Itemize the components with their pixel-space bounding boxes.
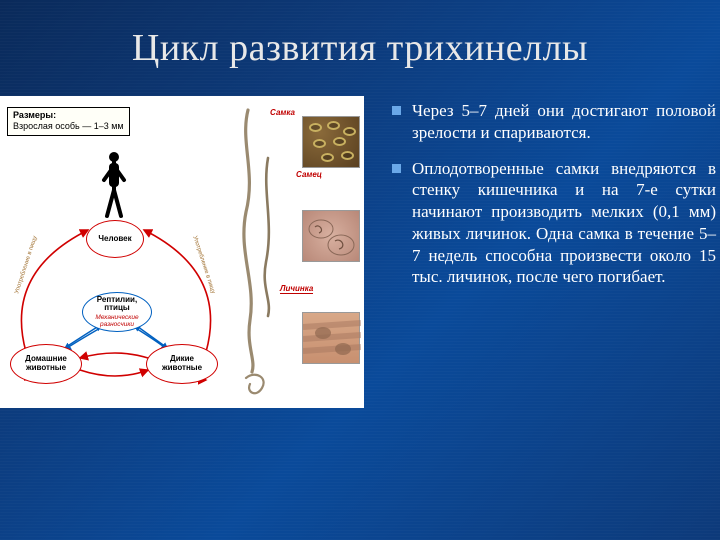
node-reptiles: Рептилии, птицы Механические разносчики (82, 292, 152, 332)
size-value: Взрослая особь — 1–3 мм (13, 121, 124, 132)
human-silhouette-icon (100, 150, 128, 220)
page-title: Цикл развития трихинеллы (0, 26, 720, 70)
bullet-2: Оплодотворенные самки внедряются в стенк… (392, 158, 716, 289)
label-larva: Личинка (280, 284, 313, 294)
cycle-graph: Употребление в пищу Употребление в пищу … (6, 152, 222, 398)
node-human-label: Человек (98, 235, 131, 244)
worms-illustration (228, 102, 290, 402)
node-domestic: Домашние животные (10, 344, 82, 384)
size-box: Размеры: Взрослая особь — 1–3 мм (7, 107, 130, 136)
node-wild-label: Дикие животные (162, 355, 202, 373)
text-column: Через 5–7 дней они достигают половой зре… (392, 100, 716, 302)
node-human: Человек (86, 220, 144, 258)
thumb-larvae-coils (302, 116, 360, 168)
thumb-tissue-cysts (302, 210, 360, 262)
arc-label-left: Употребление в пищу (14, 235, 38, 294)
lifecycle-diagram: Размеры: Взрослая особь — 1–3 мм (0, 96, 364, 408)
label-female: Самка (270, 108, 295, 117)
thumb-muscle-larvae (302, 312, 360, 364)
size-header: Размеры: (13, 110, 124, 121)
node-domestic-label: Домашние животные (25, 355, 67, 373)
specimen-column: Самка Самец Личинка (228, 102, 360, 404)
bullet-1: Через 5–7 дней они достигают половой зре… (392, 100, 716, 144)
node-wild: Дикие животные (146, 344, 218, 384)
node-reptiles-label: Рептилии, птицы Механические разносчики (83, 296, 151, 329)
label-male: Самец (296, 170, 322, 179)
